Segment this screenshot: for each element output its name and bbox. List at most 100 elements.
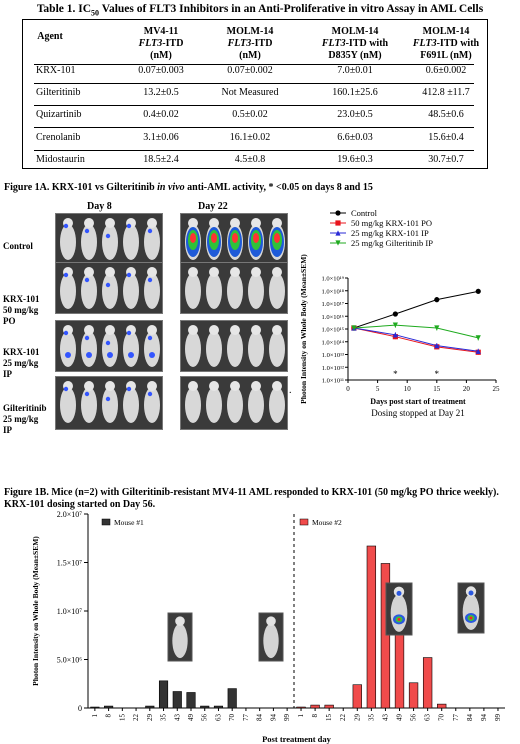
mouse-body — [102, 387, 118, 423]
legend-label: Control — [351, 208, 378, 218]
y-tick-label: 1.0×10¹¹ — [322, 378, 344, 385]
table-title: Table 1. IC50 Values of FLT3 Inhibitors … — [0, 3, 520, 17]
legend-label: Mouse #1 — [114, 518, 144, 527]
treatment-group-line: KRX-101 — [3, 347, 40, 357]
y-tick-label: 1.0×10⁷ — [57, 607, 83, 616]
inset-signal — [396, 590, 402, 596]
mouse-1-bar — [145, 705, 155, 709]
mouse-body — [81, 387, 97, 423]
mouse-head — [251, 218, 261, 228]
table-row-rule — [34, 150, 474, 151]
x-tick-label: 29 — [146, 714, 154, 722]
mouse-body — [248, 387, 264, 423]
mouse-head — [188, 381, 198, 391]
mouse-head — [230, 381, 240, 391]
table-cell: 0.07±0.003 — [138, 65, 184, 76]
x-axis-label: Post treatment day — [262, 734, 332, 744]
mouse-silhouettes — [60, 267, 160, 309]
mouse-head — [84, 218, 94, 228]
mouse-2-bar — [324, 704, 334, 709]
x-tick-label: 63 — [214, 714, 222, 722]
treatment-group-label: KRX-101 25 mg/kg IP — [3, 347, 53, 380]
significance-marker: * — [393, 369, 398, 379]
mouse-imaging-panel — [55, 376, 163, 430]
ic50-table — [22, 19, 488, 169]
figure-1a-title-part2: anti-AML activity, * <0.05 on days 8 and… — [184, 182, 373, 193]
data-point — [434, 342, 440, 349]
bioluminescence-spot — [147, 228, 153, 234]
y-tick-label: 1.0×10¹⁶ — [321, 314, 344, 321]
mouse-body — [123, 224, 139, 260]
mouse-head — [84, 381, 94, 391]
table-cell: 160.1±25.6 — [332, 87, 378, 98]
x-tick-label: 94 — [269, 714, 277, 722]
y-tick-label: 1.0×10¹⁵ — [321, 327, 344, 334]
y-tick-label: 1.0×10¹⁸ — [321, 288, 344, 295]
table-cell: 412.8 ±11.7 — [422, 87, 470, 98]
x-tick-label: 0 — [346, 385, 350, 393]
mouse-body — [206, 331, 222, 367]
mouse-head — [272, 218, 282, 228]
gene-name: FLT3 — [227, 38, 252, 49]
inset-signal — [468, 590, 474, 596]
treatment-group-line: Gilteritinib — [3, 403, 47, 413]
mouse-2-bar — [408, 682, 419, 709]
mouse-body — [123, 387, 139, 423]
mouse-body — [81, 331, 97, 367]
bioluminescence-spot — [63, 223, 69, 229]
bioluminescence-spot — [105, 233, 111, 239]
x-tick-label: 29 — [353, 714, 361, 722]
mouse-2-bar — [422, 657, 433, 709]
x-tick-label: 43 — [381, 714, 389, 722]
bioluminescence-spot — [105, 340, 111, 346]
mouse-1-bar — [200, 705, 210, 709]
data-point — [434, 297, 440, 303]
table-cell: 7.0±0.01 — [337, 65, 373, 76]
mouse-2-bar — [296, 706, 306, 709]
bioluminescence-spot — [126, 386, 132, 392]
x-tick-label: 10 — [404, 385, 412, 393]
mouse-head — [251, 267, 261, 277]
table-header-line: MOLM-14 — [422, 26, 470, 37]
treatment-group-label: KRX-101 50 mg/kg PO — [3, 294, 53, 327]
mouse-body — [227, 331, 243, 367]
mouse-body — [269, 331, 285, 367]
table-cell: 19.6±0.3 — [337, 154, 373, 165]
mouse-head — [188, 267, 198, 277]
mouse-body — [248, 331, 264, 367]
table-header-line: MOLM-14 — [226, 26, 274, 37]
bioluminescence-spot — [128, 352, 134, 358]
mouse-silhouettes — [185, 267, 285, 309]
x-tick-label: 49 — [187, 714, 195, 722]
table-row-rule — [34, 127, 474, 128]
table-cell: 23.0±0.5 — [337, 109, 373, 120]
mouse-body — [185, 387, 201, 423]
x-tick-label: 99 — [283, 714, 291, 722]
mouse-head — [84, 325, 94, 335]
inset-mouse-body — [462, 594, 480, 630]
mouse-imaging-panel — [55, 213, 163, 265]
treatment-group-line: 25 mg/kg — [3, 358, 39, 368]
x-tick-label: 99 — [494, 714, 502, 722]
bioluminescence-spot — [84, 391, 90, 397]
x-tick-label: 84 — [256, 714, 264, 722]
mouse-head — [84, 267, 94, 277]
x-tick-label: 1 — [91, 714, 99, 718]
table-row-agent: Gilteritinib — [36, 87, 81, 98]
table-title-suffix: Values of FLT3 Inhibitors in an Anti-Pro… — [99, 3, 484, 15]
mouse-head — [251, 325, 261, 335]
treatment-group-line: KRX-101 — [3, 294, 40, 304]
mouse-head — [105, 325, 115, 335]
mouse-1-bar — [186, 692, 196, 709]
y-tick-label: 0 — [78, 704, 82, 713]
inset-mouse-body — [263, 623, 279, 659]
table-header-rule — [34, 64, 474, 65]
table-cell: 48.5±0.6 — [428, 109, 464, 120]
mouse-head — [105, 381, 115, 391]
figure-1b-title: Figure 1B. Mice (n=2) with Gilteritinib-… — [4, 487, 499, 510]
table-header-line: FLT3-ITD — [138, 38, 184, 49]
y-tick-label: 1.0×10¹⁷ — [321, 301, 344, 308]
treatment-group-line: 25 mg/kg — [3, 414, 39, 424]
mouse-1-bar — [227, 688, 237, 709]
bioluminescence-spot — [86, 352, 92, 358]
